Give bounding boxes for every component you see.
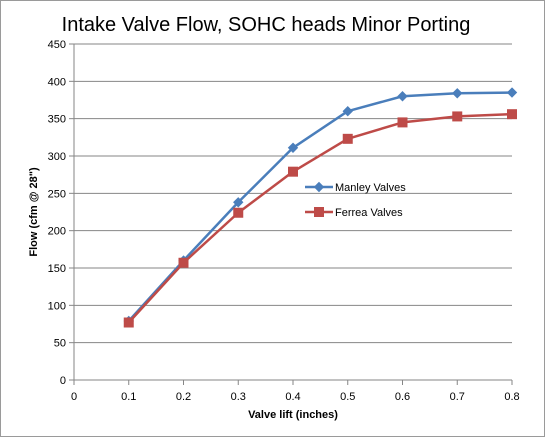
y-tick-label: 0 (60, 375, 66, 387)
y-tick-label: 250 (48, 188, 66, 200)
data-point (507, 109, 517, 120)
x-tick-label: 0.5 (340, 391, 355, 403)
chart-title: Intake Valve Flow, SOHC heads Minor Port… (62, 14, 471, 36)
data-point (123, 317, 134, 328)
data-point (397, 91, 408, 102)
data-point (506, 87, 518, 98)
y-tick-label: 350 (48, 114, 66, 126)
series-line (127, 112, 513, 324)
y-tick-label: 300 (48, 151, 66, 163)
x-axis-label: Valve lift (inches) (248, 409, 338, 421)
data-point (288, 166, 298, 177)
x-axis-ticks: 0 0.1 0.2 0.3 0.4 0.5 0.6 0.7 0.8 (71, 380, 520, 403)
series-group (123, 87, 518, 328)
legend-label: Ferrea Valves (335, 207, 403, 219)
legend-label: Manley Valves (335, 182, 406, 194)
x-tick-label: 0.2 (176, 391, 191, 403)
series-ferrea-valves (123, 109, 517, 328)
y-tick-label: 100 (48, 300, 66, 312)
y-tick-label: 450 (48, 39, 66, 51)
x-tick-label: 0.6 (395, 391, 410, 403)
data-point (452, 88, 463, 99)
legend-marker (314, 207, 324, 217)
y-tick-label: 50 (54, 338, 66, 350)
x-tick-label: 0.1 (121, 391, 136, 403)
series-line (127, 91, 513, 322)
series-manley-valves (123, 87, 518, 327)
legend: Manley Valves Ferrea Valves (305, 181, 406, 219)
data-point (452, 111, 463, 122)
data-point (233, 207, 244, 218)
data-point (342, 105, 353, 117)
legend-marker (313, 181, 325, 193)
y-tick-label: 150 (48, 263, 66, 275)
y-tick-label: 400 (48, 76, 66, 88)
x-tick-label: 0 (71, 391, 77, 403)
data-point (397, 117, 408, 128)
legend-item: Ferrea Valves (305, 207, 403, 219)
data-point (233, 197, 244, 208)
x-tick-label: 0.8 (504, 391, 519, 403)
x-tick-label: 0.4 (285, 391, 300, 403)
x-tick-label: 0.3 (231, 391, 246, 403)
legend-item: Manley Valves (305, 181, 406, 194)
y-axis-label: Flow (cfm @ 28") (28, 167, 40, 257)
data-point (178, 257, 189, 268)
data-point (287, 142, 299, 153)
data-point (342, 133, 353, 144)
gridlines (74, 43, 512, 344)
x-tick-label: 0.7 (450, 391, 465, 403)
y-tick-label: 200 (48, 226, 66, 238)
y-axis-ticks: 0 50 100 150 200 250 300 350 400 450 (48, 39, 74, 387)
